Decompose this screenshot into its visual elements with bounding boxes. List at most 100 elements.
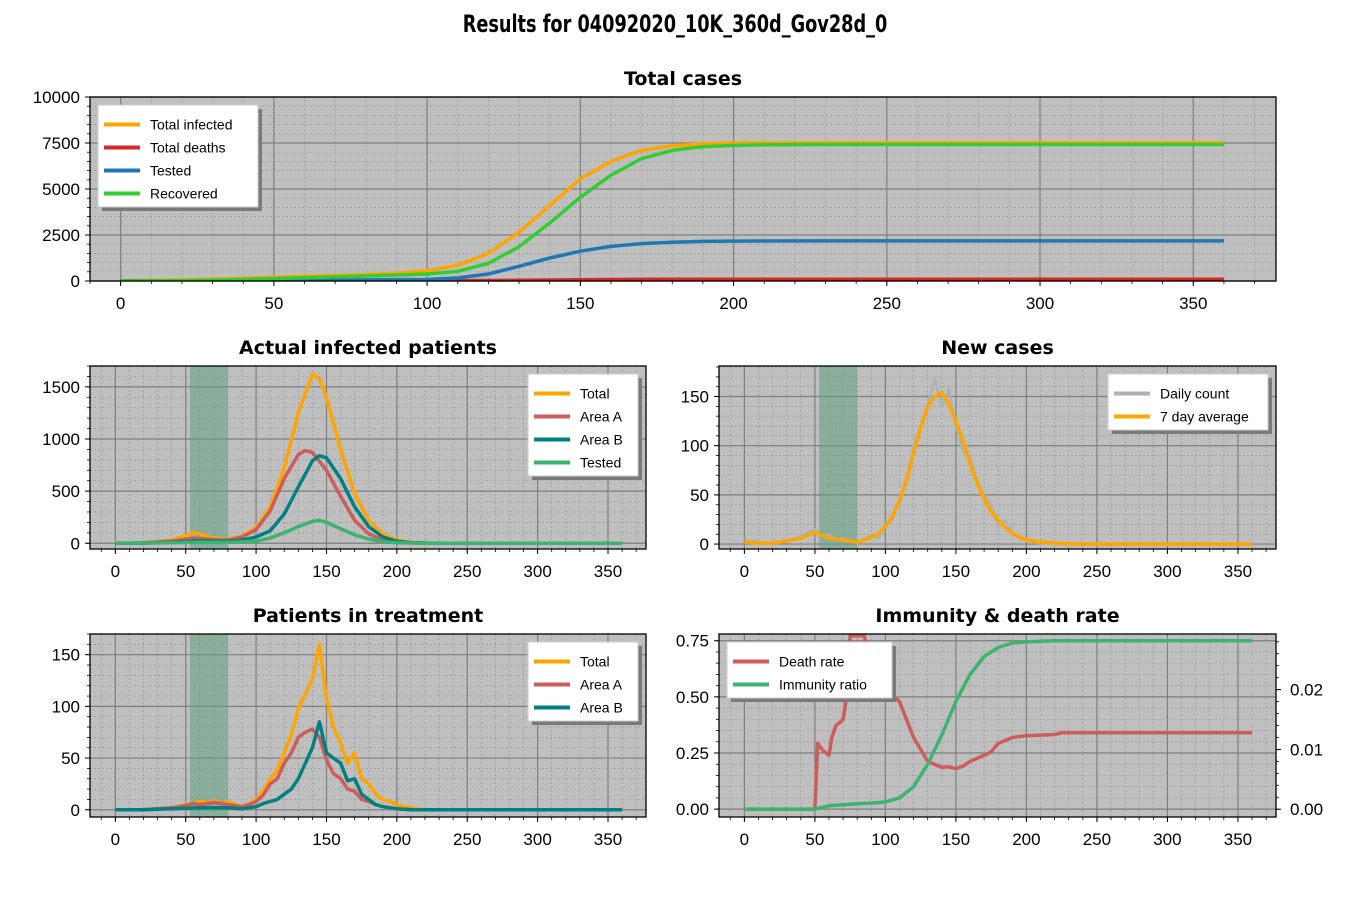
x-tick-label: 300 (1153, 562, 1181, 581)
x-tick-label: 50 (176, 830, 195, 849)
series-line-tested (120, 239, 1224, 281)
y-tick-label: 0.50 (676, 688, 709, 707)
series-line-tested (115, 518, 623, 546)
x-tick-label: 300 (523, 562, 551, 581)
y-tick-label: 0 (71, 534, 80, 553)
chart-total: 0 50 100 150 200 250 300 350 0 2500 5000 7500 10000 T… (33, 68, 1277, 313)
y-tick-label: 100 (681, 437, 709, 456)
axes-frame (718, 365, 1277, 550)
legend-box (97, 104, 259, 208)
intervention-band (819, 366, 858, 549)
y-tick-label: 100 (52, 697, 80, 716)
x-tick-label: 0 (740, 562, 749, 581)
series-line-recovered (120, 142, 1224, 281)
chart-title: Total cases (624, 68, 742, 90)
legend-label: 7 day average (1160, 409, 1249, 425)
axes-frame (89, 96, 1277, 282)
x-tick-label: 150 (566, 294, 594, 313)
y-tick-label: 2500 (42, 226, 80, 245)
x-tick-label: 350 (1179, 294, 1207, 313)
x-tick-label: 0 (740, 830, 749, 849)
legend-label: Tested (150, 163, 191, 179)
x-tick-label: 250 (873, 294, 901, 313)
x-tick-label: 250 (453, 830, 481, 849)
y2-tick-label: 0.02 (1290, 681, 1323, 700)
x-tick-label: 200 (1012, 562, 1040, 581)
y-tick-label: 0 (71, 801, 80, 820)
legend-label: Area A (580, 677, 623, 693)
x-tick-label: 0 (116, 294, 125, 313)
x-tick-label: 200 (1012, 830, 1040, 849)
y-tick-label: 150 (52, 646, 80, 665)
y-tick-label: 0 (71, 272, 80, 291)
x-tick-label: 300 (523, 830, 551, 849)
x-tick-label: 100 (871, 830, 899, 849)
chart-treatment: 0 50 100 150 200 250 300 350 0 50 100 150 Patients i… (52, 605, 647, 849)
chart-title: Actual infected patients (239, 337, 497, 359)
series-line-immunity-ratio (744, 638, 1252, 811)
intervention-band (189, 366, 228, 549)
x-tick-label: 300 (1153, 830, 1181, 849)
legend-label: Recovered (150, 186, 218, 202)
y-tick-label: 50 (61, 749, 80, 768)
series-line-area-b (115, 720, 623, 812)
y2-tick-label: 0.00 (1290, 800, 1323, 819)
legend-label: Total (580, 654, 610, 670)
legend: Total Area A Area B Tested (527, 373, 642, 480)
x-tick-label: 250 (453, 562, 481, 581)
y-tick-label: 10000 (33, 88, 80, 107)
legend: Total Area A Area B (527, 641, 642, 725)
x-tick-label: 250 (1083, 562, 1111, 581)
x-tick-label: 350 (1224, 830, 1252, 849)
legend-box (726, 641, 893, 699)
y2-tick-label: 0.01 (1290, 740, 1323, 759)
x-tick-label: 350 (594, 830, 622, 849)
series-line-area-a (115, 448, 623, 546)
series-line-death-rate (744, 634, 1252, 811)
y-tick-label: 500 (52, 482, 80, 501)
legend-box (1107, 373, 1269, 431)
axes-frame (89, 633, 647, 818)
axes-frame (718, 633, 1277, 818)
x-tick-label: 300 (1026, 294, 1054, 313)
x-tick-label: 150 (312, 562, 340, 581)
y-tick-label: 7500 (42, 134, 80, 153)
legend-label: Area B (580, 700, 623, 716)
chart-immunity: 0 50 100 150 200 250 300 350 0.00 0.25 0.50 0.75 0.0… (676, 605, 1323, 849)
legend-label: Area A (580, 409, 623, 425)
x-tick-label: 50 (264, 294, 283, 313)
x-tick-label: 100 (242, 830, 270, 849)
chart-actual: 0 50 100 150 200 250 300 350 0 500 1000 1500 Actual … (42, 337, 647, 581)
y-tick-label: 0 (700, 535, 709, 554)
y-tick-label: 1500 (42, 378, 80, 397)
legend: Death rate Immunity ratio (726, 641, 896, 702)
legend-label: Immunity ratio (779, 677, 867, 693)
axes-frame (89, 365, 647, 550)
x-tick-label: 150 (942, 562, 970, 581)
x-tick-label: 350 (594, 562, 622, 581)
x-tick-label: 0 (111, 830, 120, 849)
y-tick-label: 5000 (42, 180, 80, 199)
y-tick-label: 0.75 (676, 632, 709, 651)
legend-label: Tested (580, 455, 621, 471)
x-tick-label: 200 (719, 294, 747, 313)
legend-label: Area B (580, 432, 623, 448)
chart-title: New cases (941, 337, 1054, 359)
x-tick-label: 0 (111, 562, 120, 581)
intervention-band (189, 634, 228, 817)
legend-label: Total (580, 386, 610, 402)
chart-title: Patients in treatment (253, 605, 483, 627)
x-tick-label: 100 (871, 562, 899, 581)
x-tick-label: 50 (805, 830, 824, 849)
legend-label: Total infected (150, 117, 233, 133)
y-tick-label: 50 (690, 486, 709, 505)
x-tick-label: 50 (176, 562, 195, 581)
x-tick-label: 50 (805, 562, 824, 581)
x-tick-label: 100 (242, 562, 270, 581)
legend: Total infected Total deaths Tested Recovere… (97, 104, 262, 211)
y-tick-label: 0.25 (676, 744, 709, 763)
y-tick-label: 150 (681, 388, 709, 407)
figure-title: Results for 04092020_10K_360d_Gov28d_0 (462, 10, 888, 38)
x-tick-label: 200 (383, 830, 411, 849)
